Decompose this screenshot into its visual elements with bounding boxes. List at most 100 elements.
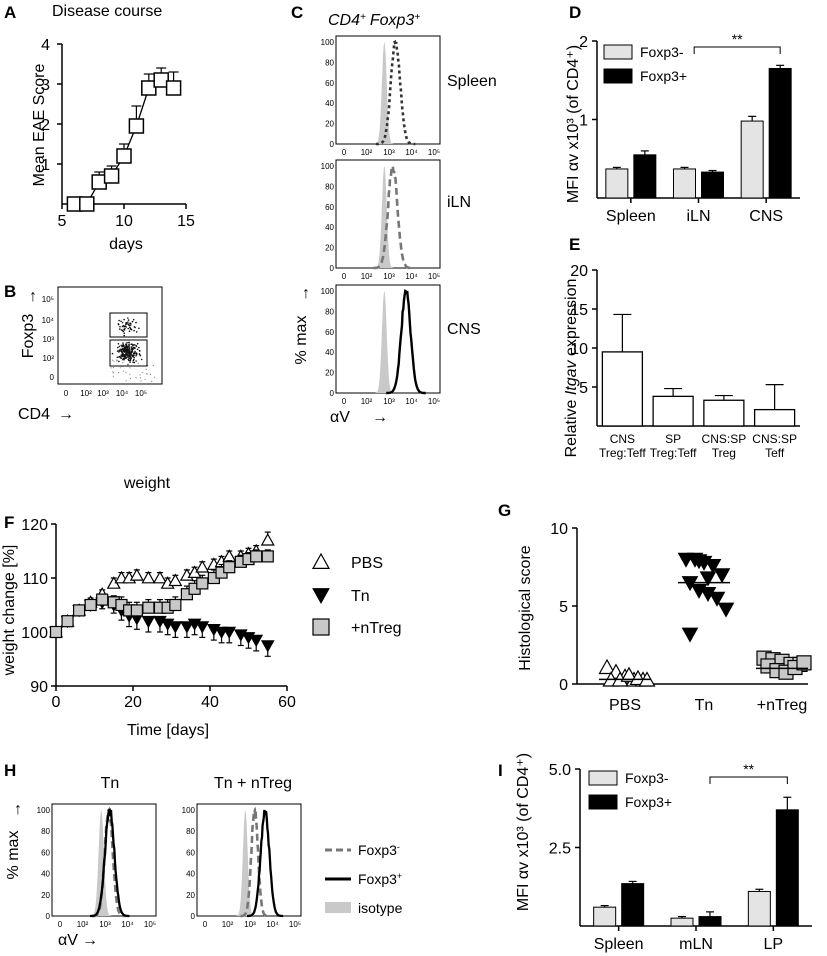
panel-f-point-tn bbox=[260, 640, 275, 653]
panel-d-ytick-label: 1 bbox=[579, 113, 588, 130]
panel-b-event-dot bbox=[118, 351, 120, 353]
panel-d-ylabel: MFI αv x10³ (of CD4⁺) bbox=[565, 45, 582, 203]
panel-b-event-dot bbox=[131, 320, 134, 323]
panel-b-event-dot bbox=[136, 348, 139, 351]
panel-b-event-dot bbox=[120, 357, 122, 360]
panel-h-hist-tn-ntreg-xtick-label: 10⁵ bbox=[289, 920, 301, 929]
panel-c-hist-1-sample bbox=[373, 163, 413, 270]
panel-b-event-dot bbox=[118, 372, 120, 374]
panel-b-event-dot bbox=[153, 376, 156, 378]
panel-g-point-pbs bbox=[620, 666, 638, 682]
panel-b-event-dot bbox=[141, 371, 143, 374]
panel-f-point-ntreg bbox=[61, 615, 74, 628]
panel-i-category-label: mLN bbox=[679, 936, 713, 953]
panel-b-xtick-label: 0 bbox=[64, 389, 69, 398]
panel-c-hist-0-ytick-label: 20 bbox=[325, 120, 334, 129]
panel-e-category-label: SP bbox=[665, 432, 681, 446]
panel-f-point-ntreg bbox=[261, 550, 274, 563]
panel-h-hist-tn-ntreg-ytick-label: 100 bbox=[182, 806, 196, 815]
panel-c-histograms: CD4+ Foxp3+ 0 20 40 60 80 100 0 10² 10³ 10⁴ 10⁵ 0 20 4… bbox=[293, 12, 497, 427]
panel-f-point-ntreg bbox=[169, 598, 182, 612]
panel-label-d: D bbox=[569, 3, 581, 22]
panel-b-xtick-label: 10⁵ bbox=[135, 389, 147, 398]
panel-b-event-dot bbox=[122, 355, 124, 358]
panel-f-point-pbs bbox=[260, 532, 275, 546]
panel-b-event-dot bbox=[134, 347, 136, 350]
panel-b-event-dot bbox=[118, 360, 120, 363]
panel-h-hist-tn-xtick-label: 10² bbox=[77, 920, 89, 929]
panel-e-chart: 5101520CNSTreg:TeffSPTreg:TeffCNS:SPTreg… bbox=[570, 263, 800, 460]
panel-b-event-dot bbox=[132, 352, 135, 355]
panel-b-event-dot bbox=[139, 350, 141, 352]
panel-h-plots: 0 20 40 60 80 100 0 10² 10³ 10⁴ 10⁵ 0 20 40 60 80 100 0 10… bbox=[37, 803, 302, 929]
panel-a-axes: 5 10 15 1 2 3 4 bbox=[41, 37, 195, 230]
panel-a-ytick-label: 1 bbox=[41, 157, 50, 174]
panel-f-point-tn bbox=[222, 626, 237, 640]
panel-c-hist-2-xtick-label: 10⁴ bbox=[405, 397, 418, 406]
panel-h-legend-label: Foxp3+ bbox=[358, 871, 402, 887]
panel-i-bar-foxp3-pos bbox=[698, 916, 722, 927]
panel-b-ytick-label: 0 bbox=[50, 373, 55, 382]
panel-b-event-dot bbox=[113, 360, 115, 362]
panel-b-xtick-label: 10² bbox=[80, 389, 92, 398]
panel-b-event-dot bbox=[124, 356, 126, 358]
panel-h-legend-label: isotype bbox=[358, 900, 403, 916]
panel-c-uparrow: ↑ bbox=[302, 285, 310, 302]
panel-b-event-dot bbox=[130, 351, 133, 354]
panel-i-bar: MFI αv x10³ (of CD4⁺) 2.5 5.0 Spleen mLN LP F… bbox=[515, 753, 812, 953]
panel-b-event-dot bbox=[117, 343, 120, 345]
panel-b-event-dot bbox=[120, 344, 122, 347]
panel-h-hist-tn-xtick-label: 10³ bbox=[99, 920, 111, 929]
panel-f-legend: PBS Tn +nTreg bbox=[311, 552, 402, 637]
panel-h-hist-tn-ytick-label: 40 bbox=[41, 870, 50, 879]
panel-c-hist-2-xtick-label: 10² bbox=[361, 397, 373, 406]
panel-h-hist-tn-ntreg-ytick-label: 60 bbox=[186, 848, 195, 857]
panel-b-event-dot bbox=[118, 349, 121, 351]
panel-b-event-dot bbox=[129, 373, 131, 375]
panel-b-event-dot bbox=[127, 327, 129, 330]
panel-h-hist-tn-ntreg-ytick-label: 20 bbox=[186, 891, 195, 900]
panel-b-event-dot bbox=[149, 373, 152, 375]
panel-c-hist-1-ytick-label: 80 bbox=[325, 182, 334, 191]
panel-b-event-dot bbox=[122, 342, 124, 344]
panel-b-event-dot bbox=[129, 322, 131, 325]
panel-e-bar bbox=[753, 408, 796, 427]
panel-f-weight: weight weight change [%] Time [days] 0 20… bbox=[1, 475, 402, 739]
panel-b-event-dot bbox=[145, 368, 147, 370]
panel-e-category-label: CNS:SP bbox=[752, 432, 797, 446]
panel-a-point bbox=[103, 168, 120, 184]
panel-b-event-dot bbox=[140, 377, 142, 379]
panel-h-hist-tn-ntreg-xtick-label: 10⁴ bbox=[266, 920, 279, 929]
panel-a-point bbox=[141, 80, 157, 96]
panel-a-xtick-label: 5 bbox=[58, 213, 67, 230]
panel-b-event-dot bbox=[117, 346, 119, 349]
panel-b-event-dot bbox=[126, 347, 129, 349]
panel-e-ytick-label: 5 bbox=[579, 380, 588, 397]
panel-h-hist-tn-ytick-label: 0 bbox=[46, 912, 51, 921]
panel-b-event-dot bbox=[122, 349, 125, 351]
panel-b-event-dot bbox=[128, 355, 131, 357]
panel-b-event-dot bbox=[139, 354, 142, 357]
panel-b-event-dot bbox=[132, 355, 135, 357]
panel-b-event-dot bbox=[132, 318, 135, 321]
panel-h-xlabel: αV bbox=[58, 932, 78, 949]
panel-c-hist-2-ytick-label: 60 bbox=[325, 328, 334, 337]
panel-f-point-ntreg bbox=[96, 593, 109, 606]
panel-a-xtick-label: 10 bbox=[115, 213, 133, 230]
panel-b-frame bbox=[57, 286, 163, 385]
panel-f-xtick-label: 40 bbox=[201, 694, 219, 711]
panel-c-hist-1-xtick-label: 10⁴ bbox=[405, 272, 418, 281]
panel-e-bar bbox=[652, 395, 694, 427]
panel-b-event-dot bbox=[118, 355, 121, 358]
panel-h-legend-label-main: Foxp3 bbox=[358, 842, 397, 858]
panel-b-event-dot bbox=[117, 323, 120, 326]
panel-b-event-dot bbox=[130, 346, 133, 348]
panel-e-ytick-label: 15 bbox=[570, 302, 588, 319]
panel-b-event-dot bbox=[136, 342, 139, 345]
panel-i-legend-label: Foxp3+ bbox=[625, 794, 672, 810]
panel-b-event-dot bbox=[124, 350, 126, 353]
panel-b-event-dot bbox=[124, 348, 127, 350]
panel-b-event-dot bbox=[121, 329, 124, 332]
panel-f-point-tn bbox=[195, 621, 210, 634]
